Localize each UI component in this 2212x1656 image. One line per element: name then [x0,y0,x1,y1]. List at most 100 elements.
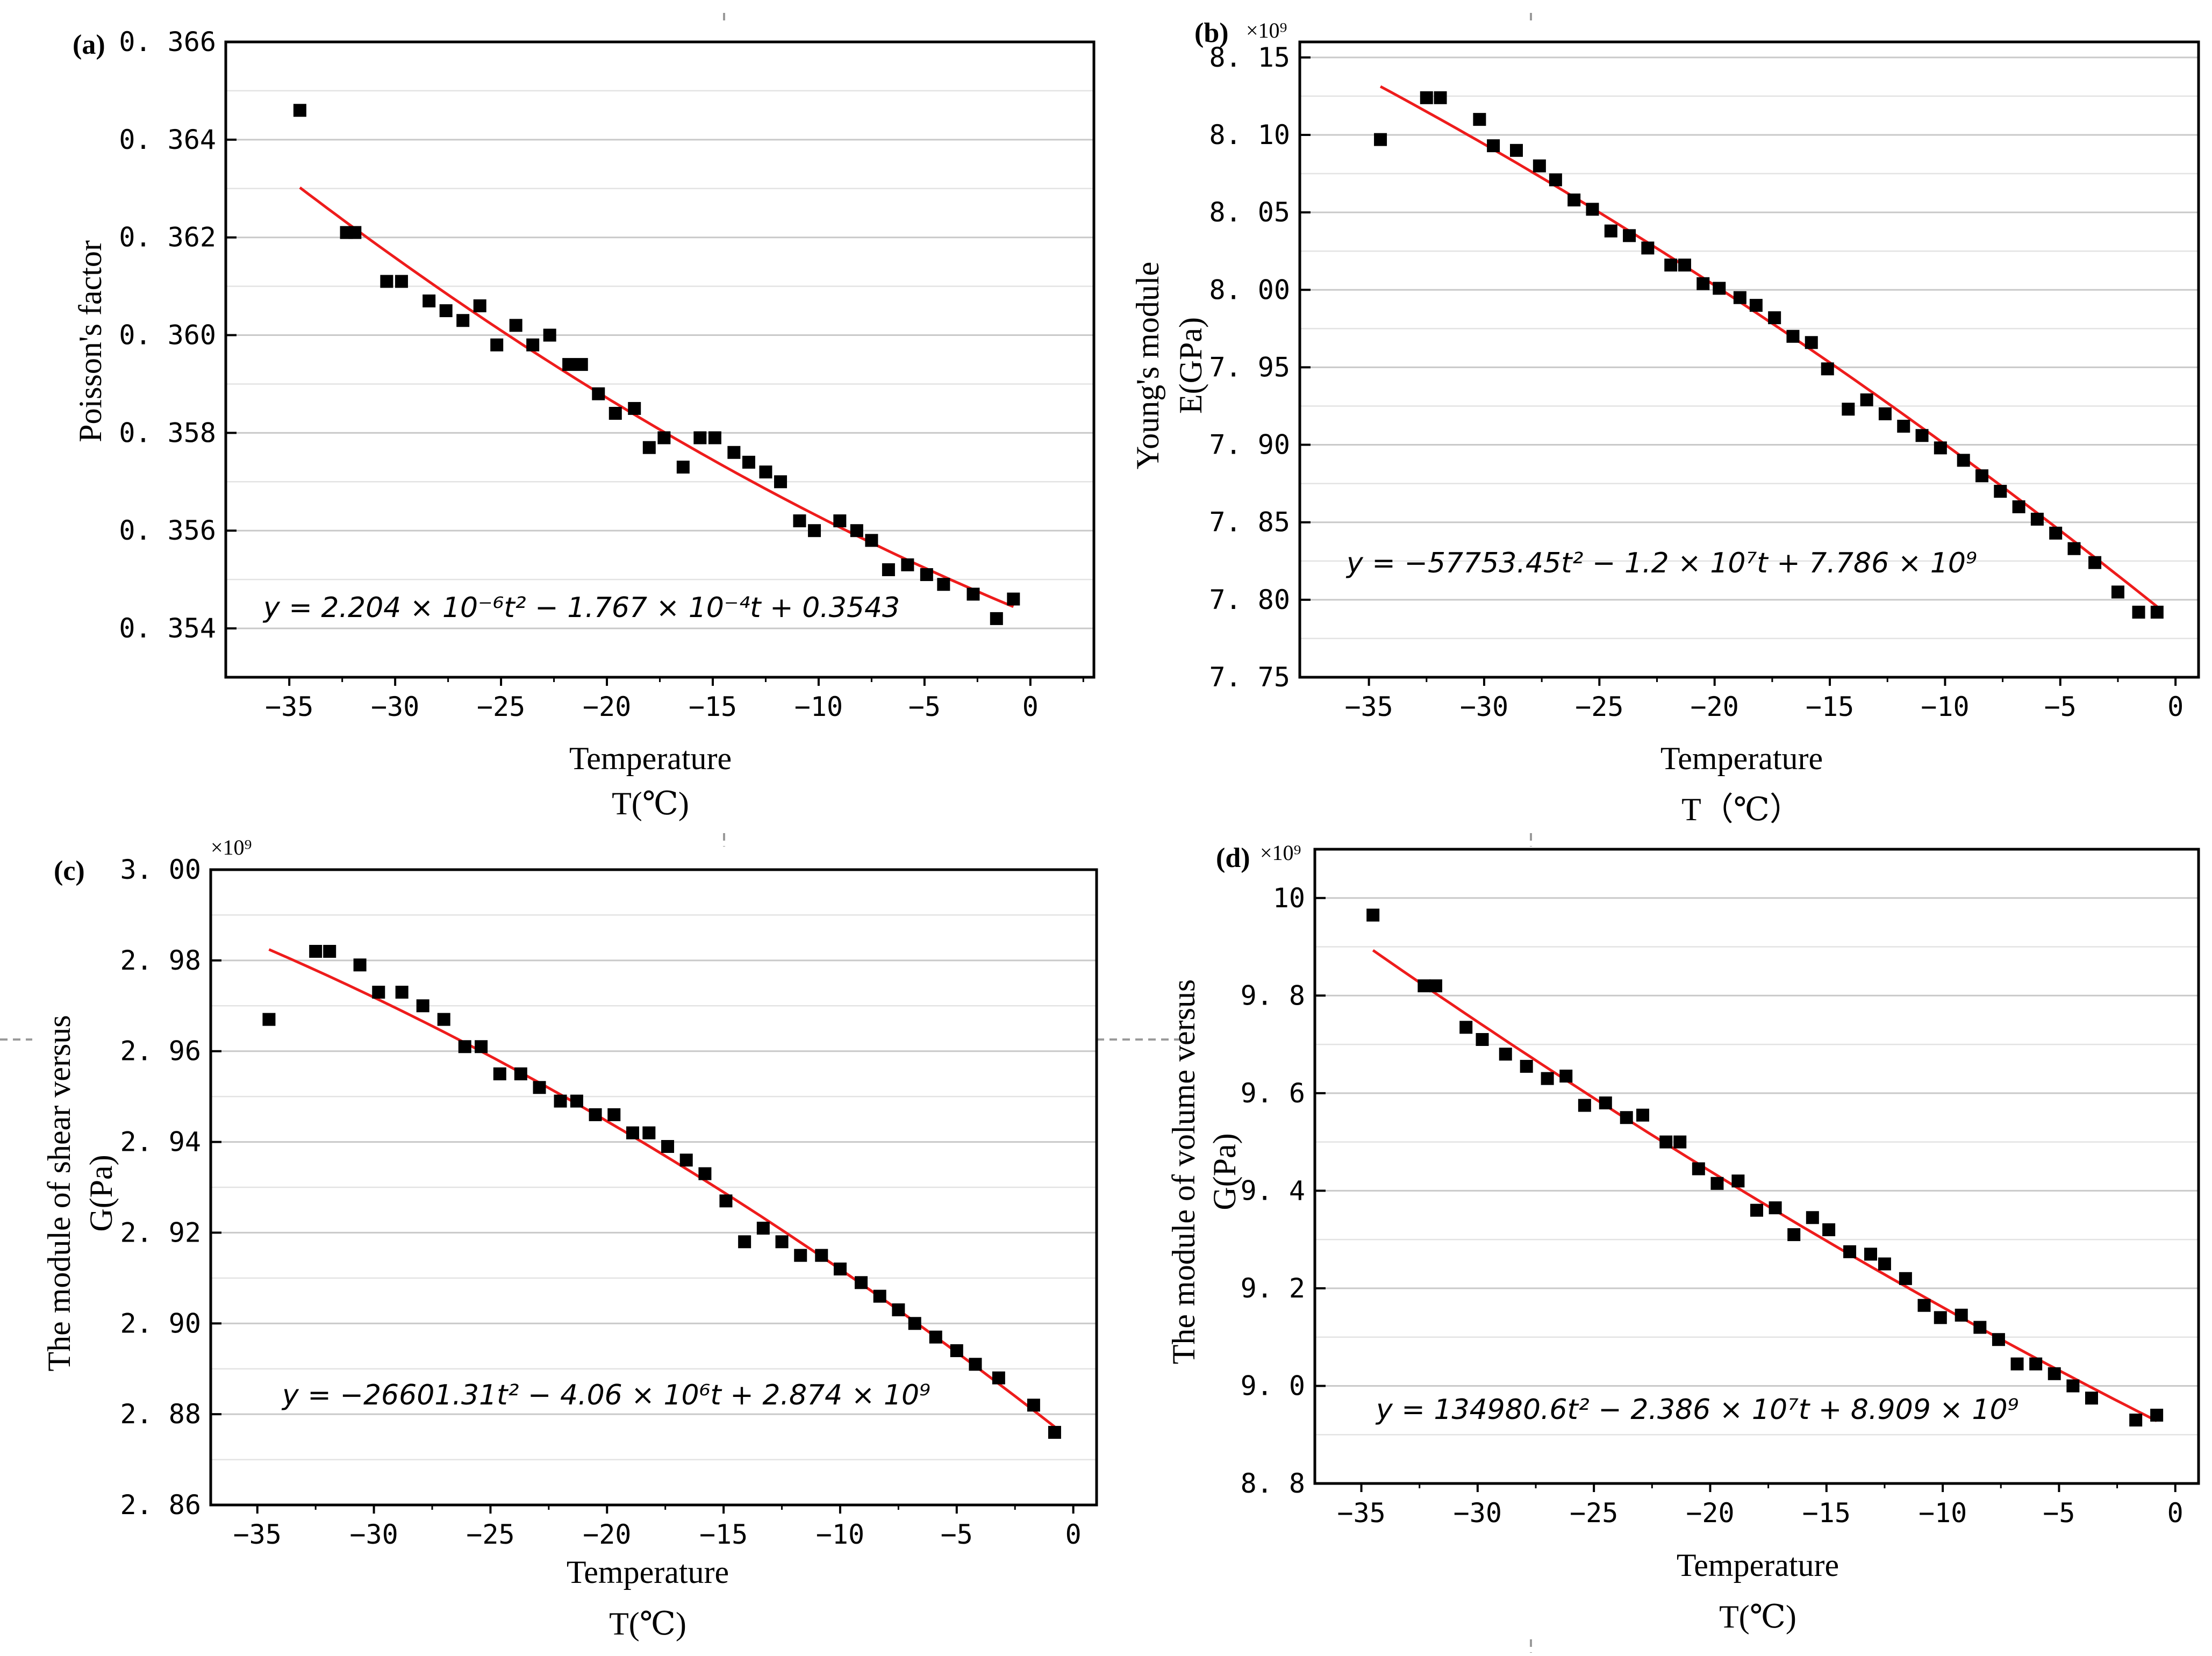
data-point [473,299,486,312]
data-point [439,304,453,318]
data-point [1749,299,1763,312]
x-tick-label: −15 [1802,1497,1851,1529]
data-point [1048,1425,1061,1439]
y-axis-label: The module of volume versus [1166,979,1201,1365]
y-tick-label: 2. 88 [120,1399,201,1430]
data-point [727,446,741,459]
data-point [1860,393,1873,406]
data-point [423,294,436,307]
data-point [1578,1099,1591,1112]
x-tick-label: 0 [2167,691,2184,722]
y-multiplier: ×10⁹ [1246,18,1287,42]
data-point [2029,1357,2043,1371]
data-point [1027,1399,1040,1412]
data-point [2010,1357,2024,1371]
data-point [1713,282,1726,295]
fit-curve [299,187,1014,608]
fit-equation: y = −26601.31t² − 4.06 × 10⁶t + 2.874 × … [281,1379,930,1411]
data-point [575,358,588,371]
data-point [2067,542,2081,555]
x-axis-label: Temperature [567,1554,729,1590]
x-tick-label: −5 [2044,691,2077,722]
y-tick-label: 2. 86 [120,1489,201,1521]
data-point [1955,1308,1968,1322]
data-point [1473,113,1486,126]
fit-curve [268,948,1056,1428]
data-point [1786,329,1800,343]
data-point [1973,1321,1987,1334]
data-point [1957,454,1970,467]
data-point [570,1094,583,1108]
data-point [1520,1059,1533,1073]
y-tick-label: 0. 358 [119,417,216,448]
y-axis-label: Young's module [1130,262,1165,469]
data-point [929,1330,942,1344]
y-tick-label: 0. 362 [119,222,216,253]
data-point [1878,407,1892,420]
y-tick-label: 8. 05 [1209,197,1290,228]
data-point [543,328,556,342]
data-point [1806,1211,1819,1224]
x-tick-label: −25 [1575,691,1623,722]
y-tick-label: 0. 366 [119,26,216,58]
data-point [380,275,393,288]
panel-b: 7. 75 7. 80 7. 85 7. 90 7. 95 8. 00 8. 05 8. 10… [1130,18,2200,827]
data-point [1692,1162,1705,1175]
data-point [661,1140,675,1153]
data-point [372,985,385,999]
y-tick-label: 7. 90 [1209,429,1290,461]
x-tick-label: −25 [466,1519,514,1550]
data-point [719,1194,733,1208]
plot-area: 8. 8 9. 0 9. 2 9. 4 9. 6 9. 8 10 −35 −30 −25 −20 −1… [1241,848,2200,1529]
data-point [526,338,540,352]
data-point [1636,1108,1650,1122]
data-point [1366,908,1380,922]
page-guide-marks [0,13,1532,1653]
y-tick-label: 8. 15 [1209,42,1290,73]
y-tick-label: 2. 98 [120,945,201,976]
data-point [533,1081,546,1094]
x-tick-label: −35 [265,691,313,722]
data-point [1673,1135,1687,1149]
y-tick-label: 9. 2 [1241,1273,1305,1304]
data-point [1787,1228,1801,1242]
data-point [1878,1257,1891,1271]
panel-label: (b) [1194,18,1229,48]
y-tick-label: 7. 95 [1209,352,1290,383]
panel-a: 0. 354 0. 356 0. 358 0. 360 0. 362 0. 364 0. 3… [73,26,1096,821]
y-tick-label: 9. 6 [1241,1078,1305,1109]
data-point [1731,1174,1745,1188]
data-point [1678,259,1691,272]
panel-label: (a) [73,30,105,60]
data-point [395,985,409,999]
data-point [738,1235,751,1249]
axes-frame [224,40,1096,679]
y-axis-label: Poisson's factor [73,240,108,442]
fit-equation: y = 134980.6t² − 2.386 × 10⁷t + 8.909 × … [1375,1394,2018,1426]
data-point [1864,1248,1877,1261]
y-tick-label: 9. 4 [1241,1175,1305,1206]
y-axis-label: The module of shear versus [41,1015,77,1371]
data-point [950,1344,963,1357]
data-point [698,1167,712,1180]
y-multiplier: ×10⁹ [1260,841,1301,865]
x-tick-label: −20 [583,691,631,722]
data-point [2066,1379,2080,1393]
y-tick-label: 9. 8 [1241,980,1305,1011]
data-point [1487,139,1500,153]
data-point [348,226,362,239]
data-point [1620,1111,1633,1124]
data-point [774,475,788,489]
data-point [1420,91,1433,104]
data-point [1934,1311,1947,1324]
x-tick-label: −20 [583,1519,631,1550]
x-tick-label: −20 [1691,691,1739,722]
data-point [554,1094,567,1108]
y-tick-label: 7. 80 [1209,584,1290,615]
data-point [628,402,641,415]
y-tick-label: 7. 75 [1209,662,1290,693]
data-point [850,524,863,537]
data-point [475,1040,488,1053]
data-point [742,455,755,469]
